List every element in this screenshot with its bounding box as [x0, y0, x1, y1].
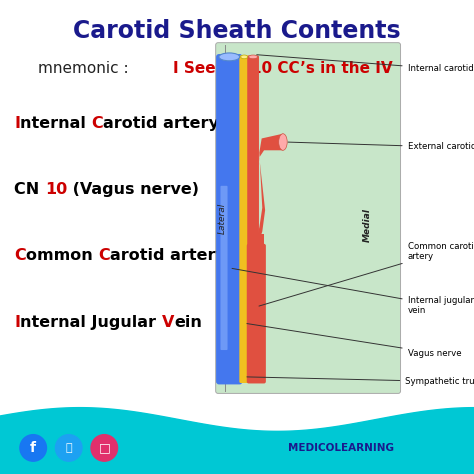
- Text: nternal: nternal: [20, 116, 92, 131]
- Text: I: I: [14, 116, 20, 131]
- Text: V: V: [162, 315, 174, 330]
- Circle shape: [55, 435, 82, 461]
- FancyBboxPatch shape: [247, 55, 259, 249]
- Polygon shape: [256, 134, 283, 243]
- Ellipse shape: [219, 53, 240, 61]
- Text: Internal carotid: Internal carotid: [257, 55, 474, 73]
- Text: C: C: [14, 248, 26, 264]
- Text: C: C: [98, 248, 110, 264]
- Text: f: f: [30, 441, 36, 455]
- Text: ein: ein: [174, 315, 202, 330]
- Text: Medial: Medial: [363, 208, 372, 242]
- Circle shape: [20, 435, 46, 461]
- Text: arotid artery: arotid artery: [103, 116, 219, 131]
- Text: I See (C) 10 CC’s in the IV: I See (C) 10 CC’s in the IV: [173, 61, 392, 76]
- FancyBboxPatch shape: [216, 43, 401, 393]
- FancyBboxPatch shape: [216, 54, 243, 384]
- Text: Internal jugular
vein: Internal jugular vein: [232, 268, 474, 315]
- Text: ommon: ommon: [26, 248, 98, 264]
- Text: Carotid Sheath Contents: Carotid Sheath Contents: [73, 19, 401, 43]
- Text: Lateral: Lateral: [218, 202, 226, 234]
- Text: I: I: [14, 315, 20, 330]
- Text: arotid artery: arotid artery: [110, 248, 226, 264]
- Text: MEDICOLEARNING: MEDICOLEARNING: [288, 443, 394, 453]
- Text: □: □: [99, 441, 110, 455]
- Text: mnemonic :: mnemonic :: [38, 61, 133, 76]
- Text: C: C: [92, 116, 103, 131]
- Text: Common carotid
artery: Common carotid artery: [259, 242, 474, 306]
- Ellipse shape: [279, 134, 287, 150]
- FancyBboxPatch shape: [247, 244, 266, 383]
- Text: nternal Jugular: nternal Jugular: [20, 315, 162, 330]
- FancyBboxPatch shape: [220, 186, 228, 350]
- FancyBboxPatch shape: [239, 55, 249, 383]
- Ellipse shape: [241, 55, 247, 59]
- Text: External carotid: External carotid: [288, 142, 474, 151]
- Text: (Vagus nerve): (Vagus nerve): [67, 182, 200, 197]
- Text: Sympathetic trunk: Sympathetic trunk: [247, 377, 474, 386]
- Polygon shape: [249, 234, 264, 246]
- Circle shape: [91, 435, 118, 461]
- Text: 10: 10: [45, 182, 67, 197]
- Text: 🐦: 🐦: [65, 443, 72, 453]
- Text: CN: CN: [14, 182, 45, 197]
- Text: Vagus nerve: Vagus nerve: [247, 324, 461, 357]
- Ellipse shape: [249, 55, 257, 59]
